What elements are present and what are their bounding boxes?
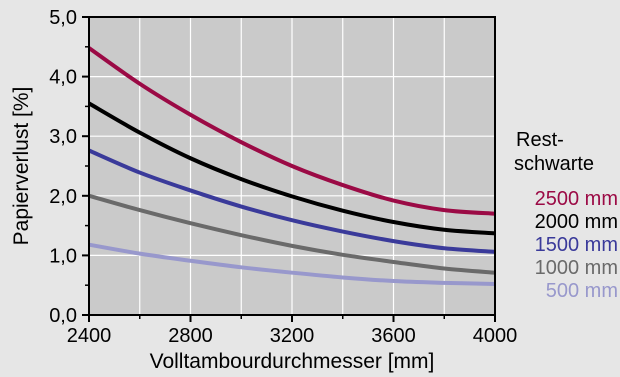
x-tick-label: 4000 — [473, 325, 518, 347]
y-tick-label: 5,0 — [49, 7, 77, 29]
x-tick-label: 3600 — [371, 325, 416, 347]
x-tick-label: 3200 — [270, 325, 315, 347]
series-line — [87, 46, 496, 216]
series-lines — [87, 46, 496, 287]
legend-label: 1500 mm — [535, 234, 618, 256]
legend-label: 2500 mm — [535, 188, 618, 210]
y-axis-title: Papierverlust [%] — [10, 87, 33, 246]
legend-title-line-2: schwarte — [514, 153, 594, 175]
series-line — [88, 193, 496, 275]
x-tick-label: 2400 — [67, 325, 112, 347]
y-tick-label: 0,0 — [49, 305, 77, 327]
legend-label: 2000 mm — [535, 211, 618, 233]
legend-label: 500 mm — [546, 280, 618, 302]
y-tick-label: 2,0 — [49, 186, 77, 208]
series-line — [88, 101, 496, 236]
x-tick-label: 2800 — [168, 325, 213, 347]
y-tick-label: 3,0 — [49, 126, 77, 148]
x-axis-title: Volltambourdurchmesser [mm] — [150, 350, 435, 373]
y-tick-label: 4,0 — [49, 67, 77, 89]
x-ticks: 2400 2800 3200 3600 4000 — [67, 315, 518, 347]
legend-title-line-1: Rest- — [516, 129, 564, 151]
series-line — [88, 148, 496, 254]
y-tick-label: 1,0 — [49, 245, 77, 267]
y-ticks: 0,0 1,0 2,0 3,0 4,0 5,0 — [49, 7, 89, 327]
series-line — [88, 242, 496, 287]
legend-label: 1000 mm — [535, 257, 618, 279]
